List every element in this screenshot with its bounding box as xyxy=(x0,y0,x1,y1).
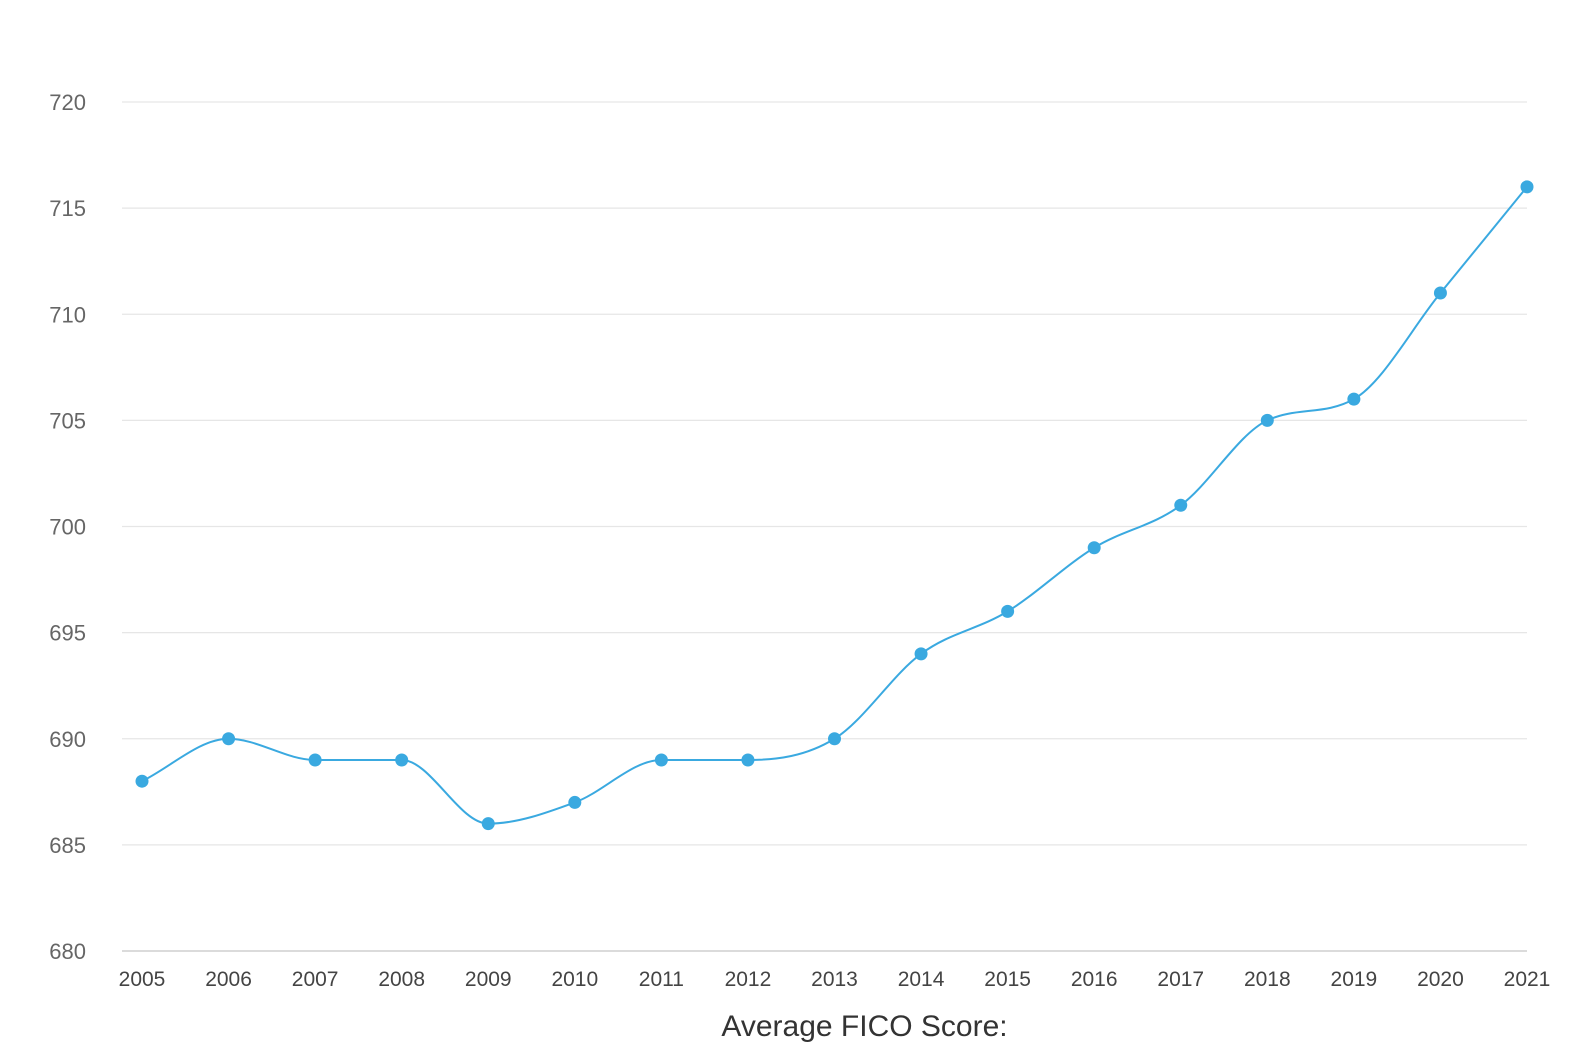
data-point xyxy=(1347,392,1361,406)
data-points xyxy=(135,180,1534,831)
x-tick-label: 2018 xyxy=(1244,968,1291,991)
data-point xyxy=(741,753,755,767)
data-point xyxy=(135,774,149,788)
y-tick-label: 710 xyxy=(49,302,86,327)
series-line xyxy=(141,186,1528,825)
x-tick-label: 2015 xyxy=(984,968,1031,991)
y-tick-label: 685 xyxy=(49,833,86,858)
y-tick-label: 700 xyxy=(49,515,86,540)
data-point xyxy=(1001,604,1015,618)
data-point xyxy=(1174,498,1188,512)
data-point xyxy=(1433,286,1447,300)
data-point xyxy=(395,753,409,767)
x-tick-label: 2008 xyxy=(378,968,425,991)
data-point xyxy=(914,647,928,661)
x-tick-label: 2012 xyxy=(725,968,772,991)
data-point xyxy=(1087,541,1101,555)
x-tick-label: 2019 xyxy=(1331,968,1378,991)
data-point xyxy=(481,817,495,831)
data-point xyxy=(828,732,841,746)
data-point xyxy=(1260,413,1274,427)
x-tick-label: 2017 xyxy=(1157,968,1204,991)
x-axis-ticks: 2005 2006 2007 2008 2009 2010 2011 2012 2013 2014… xyxy=(119,968,1551,991)
x-tick-label: 2016 xyxy=(1071,968,1118,991)
y-tick-label: 695 xyxy=(49,621,86,646)
data-point xyxy=(308,753,322,767)
data-point xyxy=(654,753,668,767)
x-tick-label: 2021 xyxy=(1504,968,1551,991)
y-tick-label: 715 xyxy=(49,196,86,221)
y-tick-label: 680 xyxy=(49,939,86,964)
x-tick-label: 2006 xyxy=(205,968,252,991)
y-tick-label: 705 xyxy=(49,408,86,433)
data-point xyxy=(1520,180,1534,194)
y-tick-label: 720 xyxy=(49,90,86,115)
x-tick-label: 2020 xyxy=(1417,968,1464,991)
x-tick-label: 2011 xyxy=(639,968,684,991)
data-point xyxy=(568,795,582,809)
x-axis-title: Average FICO Score: xyxy=(721,1010,1007,1043)
x-tick-label: 2007 xyxy=(292,968,339,991)
x-tick-label: 2009 xyxy=(465,968,512,991)
grid-lines xyxy=(122,101,1527,846)
y-tick-label: 690 xyxy=(49,727,86,752)
x-tick-label: 2014 xyxy=(898,968,945,991)
x-tick-label: 2010 xyxy=(551,968,598,991)
x-tick-label: 2013 xyxy=(811,968,858,991)
x-tick-label: 2005 xyxy=(119,968,166,991)
data-point xyxy=(222,732,236,746)
y-axis-ticks: 680 685 690 695 700 705 710 715 720 xyxy=(49,90,86,964)
